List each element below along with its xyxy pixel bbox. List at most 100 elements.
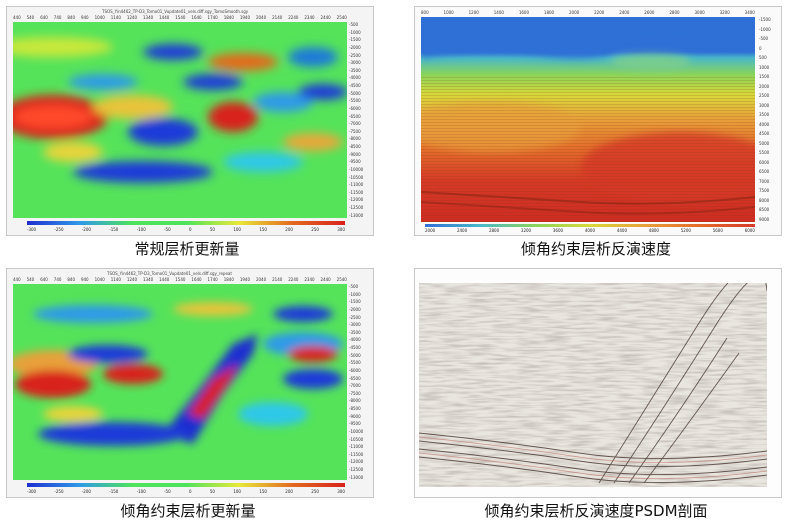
tick-label: 740 <box>53 277 62 282</box>
colorbar-label: 100 <box>233 227 241 232</box>
tick-label: 1540 <box>175 277 186 282</box>
tick-label: -8000 <box>349 398 361 404</box>
tick-label: -7500 <box>349 390 361 396</box>
tick-label: -4000 <box>349 75 361 81</box>
tick-label: 3400 <box>744 10 755 15</box>
tick-label: 5500 <box>759 150 770 156</box>
colorbar-label: -100 <box>136 227 146 232</box>
tick-label: -11500 <box>349 189 364 195</box>
colorbar-label: 300 <box>337 489 345 494</box>
tick-label: -8500 <box>349 144 361 149</box>
tick-label: -1500 <box>349 299 361 305</box>
tick-label: 2040 <box>255 15 267 20</box>
caption: 倾角约束层析更新量 <box>120 502 256 520</box>
caption: 常规层析更新量 <box>134 240 240 258</box>
tick-label: -7500 <box>349 128 361 134</box>
tick-label: -13000 <box>349 212 364 218</box>
tick-label: -1000 <box>349 29 361 35</box>
tick-label: -1500 <box>759 17 771 22</box>
tick-label: 1000 <box>759 64 770 70</box>
tick-label: -7000 <box>349 383 361 389</box>
tick-label: 500 <box>759 55 767 61</box>
tick-label: 2200 <box>594 10 605 15</box>
tick-label: -9500 <box>349 421 361 427</box>
tick-label: -8000 <box>349 136 361 142</box>
tick-label: -11500 <box>349 451 364 457</box>
tick-label: -13000 <box>349 474 364 480</box>
tick-label: 3000 <box>759 102 770 108</box>
tick-label: -4500 <box>349 345 361 350</box>
plot-title: TSOS_Yin4462_TP-D3_Tomo01_Vupdate01_vels… <box>107 271 232 276</box>
tick-label: 2040 <box>255 277 267 282</box>
panel-dip-constrained-velocity: 800 1000 1200 1400 1600 1800 2000 2200 2400 2600 2… <box>414 6 782 268</box>
tick-label: 540 <box>26 15 35 20</box>
panel-dip-constrained-update: TSOS_Yin4462_TP-D3_Tomo01_Vupdate01_vels… <box>6 268 374 524</box>
colorbar-labels: 2000 2400 2800 3200 3600 4000 4400 4800 5200 5600… <box>425 228 755 233</box>
tick-label: 2540 <box>336 277 347 282</box>
tick-label: 1240 <box>126 277 138 282</box>
colorbar-label: 6000 <box>744 228 755 233</box>
tick-label: -10000 <box>349 428 364 434</box>
tick-label: 740 <box>53 15 62 20</box>
tick-label: 2340 <box>304 277 315 282</box>
colorbar-label: 2800 <box>488 228 500 233</box>
colorbar-label: 150 <box>259 227 267 232</box>
tick-label: 1440 <box>159 277 170 282</box>
tick-label: -2000 <box>349 44 361 50</box>
tick-label: 1840 <box>223 277 234 282</box>
colorbar-label: 50 <box>209 227 215 232</box>
tick-label: 1640 <box>191 15 202 20</box>
colorbar-label: 3600 <box>552 228 564 233</box>
tick-label: 2140 <box>272 277 283 282</box>
tick-label: 2240 <box>288 15 299 20</box>
tick-label: 1640 <box>191 277 202 282</box>
tick-label: 0 <box>759 45 762 51</box>
colorbar-label: 50 <box>209 489 215 494</box>
velocity-model-plot <box>421 17 755 222</box>
tick-label: -6000 <box>349 367 361 373</box>
right-axis-ticks: -500 -1000 -1500 -2000 -2500 -3000 -3500 -4000 -… <box>349 284 363 480</box>
tick-label: 1400 <box>493 10 504 15</box>
colorbar-label: 200 <box>285 489 293 494</box>
colorbar <box>27 483 345 487</box>
colorbar-label: 250 <box>311 227 319 232</box>
tick-label: 2440 <box>320 277 331 282</box>
tick-label: 9000 <box>759 216 770 222</box>
tick-label: -10000 <box>349 166 364 172</box>
tick-label: 3500 <box>759 112 770 118</box>
figure-frame: TSOS_Yin4462_TP-D3_Tomo01_Vupdate01_vels… <box>6 6 374 236</box>
tick-label: -12000 <box>349 459 364 465</box>
colorbar-label: -200 <box>81 227 91 232</box>
tick-label: -9000 <box>349 151 361 157</box>
tick-label: 2600 <box>644 10 655 15</box>
right-axis-ticks: -500 -1000 -1500 -2000 -2500 -3000 -3500 -4000 -… <box>349 22 363 218</box>
tick-label: 2800 <box>669 10 680 15</box>
tick-label: 7500 <box>759 188 770 194</box>
tick-label: -2500 <box>349 52 361 58</box>
colorbar-label: -300 <box>27 227 37 232</box>
tick-label: 1040 <box>94 277 105 282</box>
tick-label: 440 <box>13 277 21 282</box>
tick-label: 1200 <box>468 10 479 15</box>
figure-frame <box>414 268 782 498</box>
tick-label: 2000 <box>759 83 770 89</box>
tick-label: 1240 <box>126 15 138 20</box>
tick-label: -12000 <box>349 197 364 203</box>
tick-label: -500 <box>349 22 359 27</box>
tick-label: 6500 <box>759 169 770 175</box>
tick-label: 1600 <box>518 10 530 15</box>
tick-label: 1140 <box>110 277 121 282</box>
tick-label: -10500 <box>349 174 364 180</box>
colorbar-label: 0 <box>189 227 192 232</box>
tick-label: 940 <box>80 15 89 20</box>
colorbar-label: -300 <box>27 489 37 494</box>
tick-label: 940 <box>80 277 89 282</box>
tick-label: 3000 <box>694 10 705 15</box>
tick-label: 1140 <box>110 15 121 20</box>
colorbar-label: 200 <box>285 227 293 232</box>
colorbar-label: -200 <box>81 489 91 494</box>
colorbar-label: -250 <box>54 227 64 232</box>
tick-label: 6000 <box>759 159 770 165</box>
tick-label: -1000 <box>349 291 361 297</box>
colorbar-label: -150 <box>109 489 119 494</box>
